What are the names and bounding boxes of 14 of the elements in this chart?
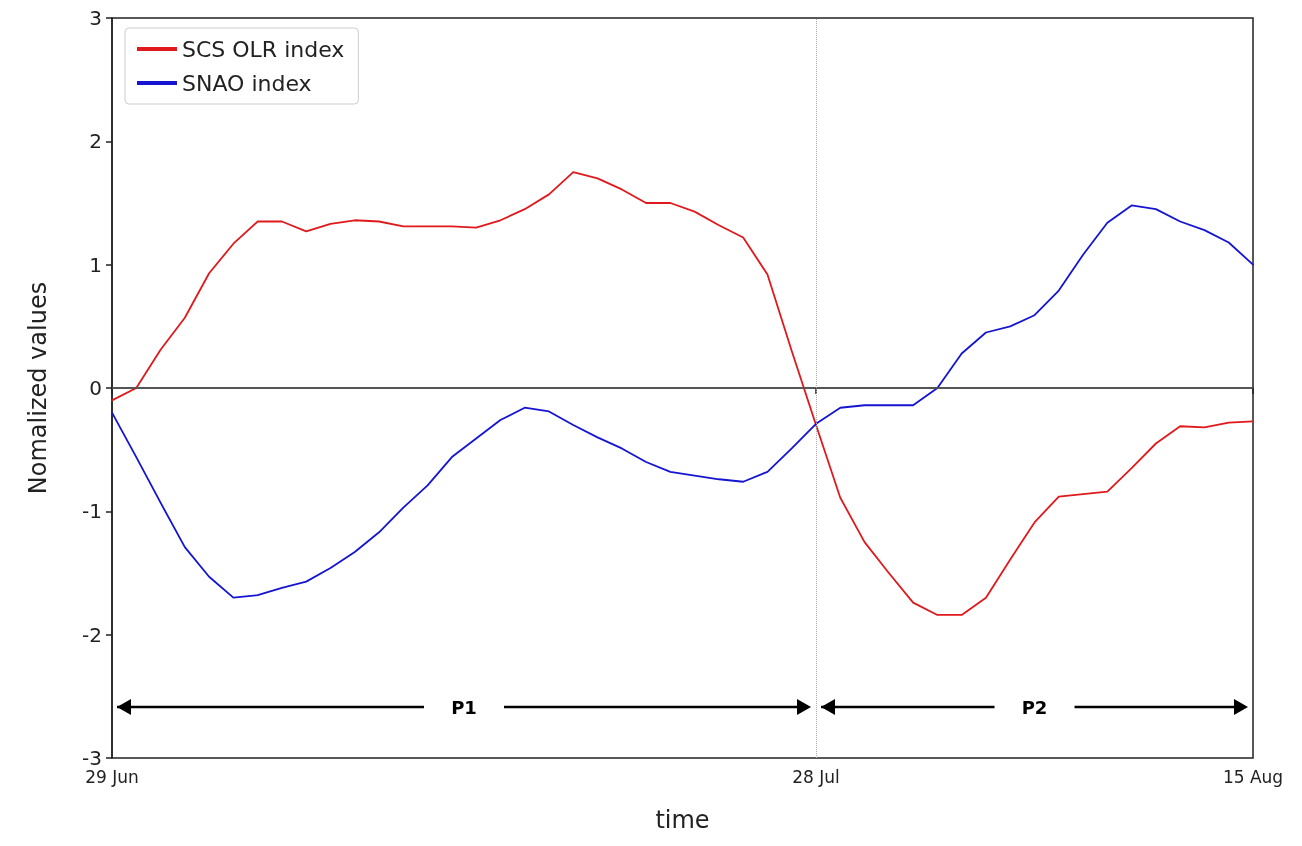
y-tick-label: -1 bbox=[82, 499, 102, 524]
y-tick-label: 0 bbox=[89, 376, 102, 400]
x-tick-label: 15 Aug bbox=[1222, 766, 1284, 787]
x-tick-label: 28 Jul bbox=[792, 766, 840, 787]
annotation: P1 bbox=[451, 696, 477, 718]
legend-label: SCS OLR index bbox=[182, 36, 345, 62]
legend-label: SNAO index bbox=[182, 70, 312, 96]
y-tick-label: 2 bbox=[89, 129, 102, 154]
y-tick-label: 3 bbox=[89, 6, 102, 30]
annotation: P2 bbox=[1021, 696, 1048, 718]
y-axis-title: Nomalized values bbox=[24, 281, 52, 495]
y-tick-label: 1 bbox=[89, 252, 102, 277]
x-axis-title: time bbox=[655, 806, 710, 834]
y-tick-label: -2 bbox=[82, 622, 102, 647]
